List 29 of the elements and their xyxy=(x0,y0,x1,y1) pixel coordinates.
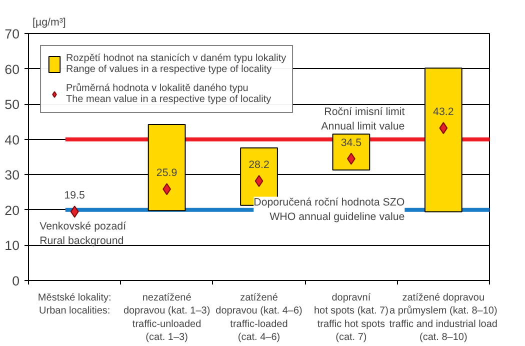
y-tick-label: 40 xyxy=(4,132,20,148)
point xyxy=(439,122,448,134)
x-axis-title: Městské lokality: Urban localities: xyxy=(38,292,112,317)
point xyxy=(70,206,79,218)
data-label: 34.5 xyxy=(340,136,362,149)
y-axis-title: [µg/m³] xyxy=(32,16,66,28)
data-label: 19.5 xyxy=(64,190,86,202)
y-tick-label: 70 xyxy=(4,26,20,42)
x-tick-label: dopravní hot spots (kat. 7) traffic hot spots (cat. 7) xyxy=(314,292,388,344)
bar xyxy=(148,124,186,212)
legend-label: Průměrná hodnota v lokalitě daného typu The mean value in a respective type of locality xyxy=(66,82,272,106)
legend-label: Rozpětí hodnot na stanicích v daném typu lokality Range of values in a respective type of locality xyxy=(66,52,286,76)
x-tick-label: nezatížené dopravou (kat. 1–3) traffic-unloaded (cat. 1–3) xyxy=(123,292,210,344)
ref-line-label: Doporučená roční hodnota SZO WHO annual guideline value xyxy=(254,196,405,224)
x-tick-label: zatížené dopravou (kat. 4–6) traffic-loaded (cat. 4–6) xyxy=(216,292,302,344)
y-tick-label: 20 xyxy=(4,202,20,218)
data-label: 43.2 xyxy=(433,106,454,118)
y-tick-label: 10 xyxy=(4,238,20,254)
y-tick-label: 50 xyxy=(4,97,20,112)
x-tick-label: zatížené dopravou a průmyslem (kat. 8–10) traffic and industrial load (cat. 8–10) xyxy=(389,292,498,344)
data-label: 25.9 xyxy=(156,167,178,180)
data-label: 28.2 xyxy=(248,158,270,171)
y-tick-label: 0 xyxy=(12,274,20,288)
ref-line-label: Roční imisní limit Annual limit value xyxy=(321,106,405,132)
y-tick-label: 60 xyxy=(4,62,20,77)
point xyxy=(254,174,264,187)
y-tick-label: 30 xyxy=(4,168,20,183)
bar xyxy=(332,134,370,171)
annotation: Venkovské pozadí Rural background xyxy=(40,220,126,248)
